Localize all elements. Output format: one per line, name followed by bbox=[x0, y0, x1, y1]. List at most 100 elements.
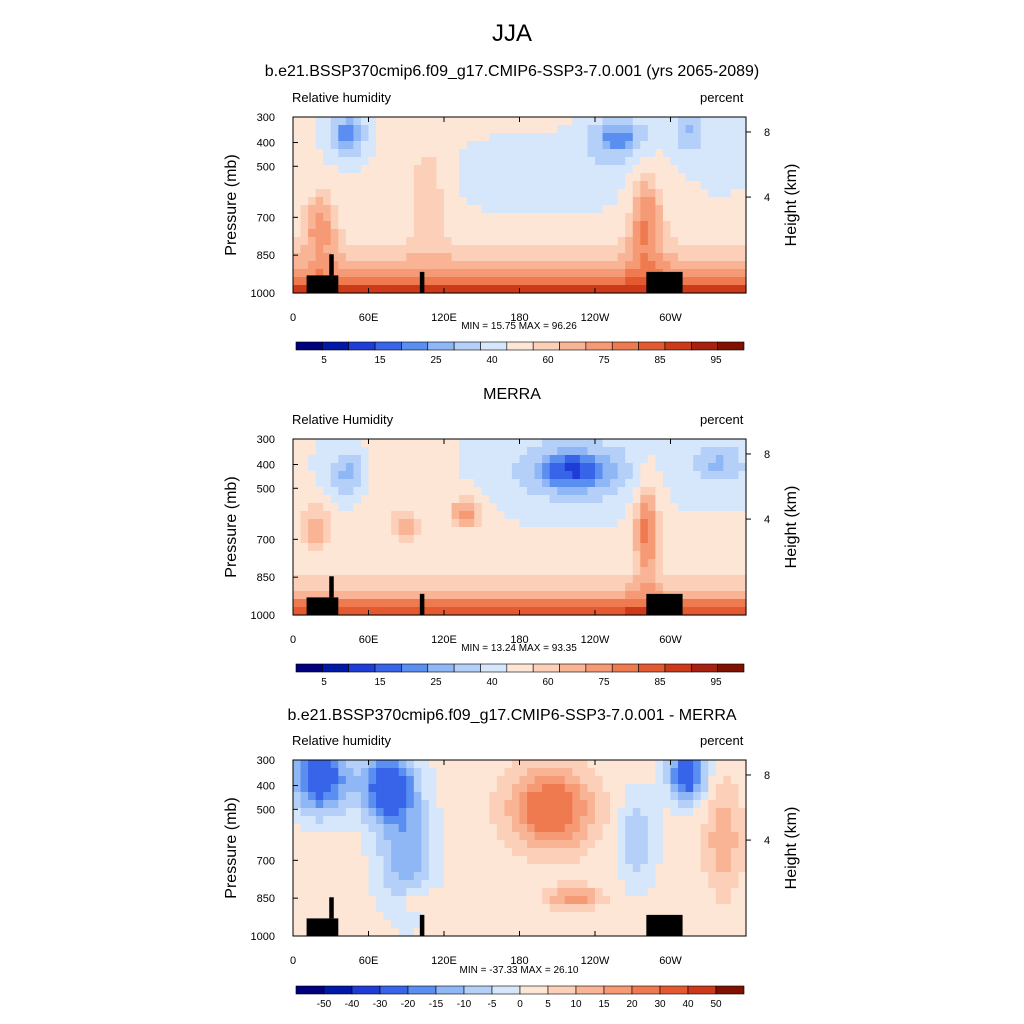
heatmap-cell bbox=[519, 133, 528, 142]
heatmap-cell bbox=[406, 824, 415, 833]
heatmap-cell bbox=[708, 439, 717, 448]
heatmap-cell bbox=[489, 808, 498, 817]
heatmap-cell bbox=[625, 479, 634, 488]
heatmap-cell bbox=[519, 229, 528, 238]
heatmap-cell bbox=[413, 567, 422, 576]
heatmap-cell bbox=[670, 784, 679, 793]
heatmap-cell bbox=[345, 888, 354, 897]
heatmap-cell bbox=[338, 888, 347, 897]
colorbar-swatch bbox=[659, 985, 689, 995]
heatmap-cell bbox=[519, 888, 528, 897]
heatmap-cell bbox=[444, 904, 453, 913]
heatmap-cell bbox=[519, 261, 528, 270]
heatmap-cell bbox=[730, 583, 740, 592]
heatmap-cell bbox=[693, 511, 702, 520]
heatmap-cell bbox=[527, 455, 536, 464]
heatmap-cell bbox=[376, 455, 385, 464]
heatmap-cell bbox=[504, 245, 513, 254]
heatmap-cell bbox=[625, 439, 634, 448]
colorbar-swatch bbox=[638, 341, 666, 351]
heatmap-cell bbox=[315, 141, 324, 150]
heatmap-cell bbox=[496, 599, 505, 608]
heatmap-cell bbox=[376, 920, 385, 929]
heatmap-cell bbox=[300, 872, 309, 881]
heatmap-cell bbox=[300, 463, 309, 472]
heatmap-cell bbox=[534, 165, 543, 174]
heatmap-cell bbox=[572, 575, 581, 584]
heatmap-cell bbox=[610, 904, 619, 913]
heatmap-cell bbox=[391, 277, 400, 286]
heatmap-cell bbox=[496, 768, 505, 777]
heatmap-cell bbox=[572, 880, 581, 889]
heatmap-cell bbox=[738, 928, 747, 937]
heatmap-cell bbox=[406, 447, 415, 456]
heatmap-cell bbox=[391, 784, 400, 793]
heatmap-cell bbox=[738, 487, 747, 496]
heatmap-cell bbox=[564, 269, 573, 278]
heatmap-cell bbox=[451, 872, 460, 881]
heatmap-cell bbox=[360, 277, 370, 286]
heatmap-cell bbox=[587, 904, 596, 913]
heatmap-cell bbox=[444, 760, 453, 769]
heatmap-cell bbox=[572, 816, 581, 825]
heatmap-cell bbox=[527, 920, 536, 929]
heatmap-cell bbox=[700, 800, 709, 809]
heatmap-cell bbox=[398, 503, 407, 512]
heatmap-cell bbox=[610, 824, 619, 833]
heatmap-cell bbox=[534, 800, 543, 809]
heatmap-cell bbox=[715, 591, 724, 600]
heatmap-cell bbox=[693, 173, 702, 182]
heatmap-cell bbox=[730, 904, 740, 913]
panel-3-min-max: MIN = -37.33 MAX = 26.10 bbox=[459, 965, 579, 976]
heatmap-cell bbox=[678, 856, 687, 865]
heatmap-cell bbox=[300, 157, 309, 166]
heatmap-cell bbox=[444, 213, 453, 222]
heatmap-cell bbox=[391, 197, 400, 206]
heatmap-cell bbox=[723, 896, 732, 905]
heatmap-cell bbox=[323, 848, 332, 857]
heatmap-cell bbox=[368, 439, 377, 448]
heatmap-cell bbox=[451, 928, 460, 937]
heatmap-cell bbox=[723, 912, 732, 921]
heatmap-cell bbox=[640, 495, 649, 504]
heatmap-cell bbox=[300, 928, 309, 937]
heatmap-cell bbox=[557, 149, 566, 158]
heatmap-cell bbox=[549, 567, 558, 576]
heatmap-cell bbox=[293, 479, 302, 488]
y-tick-label: 300 bbox=[257, 755, 275, 767]
heatmap-cell bbox=[700, 503, 709, 512]
heatmap-cell bbox=[459, 872, 468, 881]
heatmap-cell bbox=[368, 607, 377, 616]
heatmap-cell bbox=[678, 760, 687, 769]
heatmap-cell bbox=[579, 269, 589, 278]
heatmap-cell bbox=[595, 888, 604, 897]
heatmap-cell bbox=[685, 519, 694, 528]
heatmap-cell bbox=[323, 575, 332, 584]
heatmap-cell bbox=[632, 495, 641, 504]
heatmap-cell bbox=[459, 607, 468, 616]
heatmap-cell bbox=[360, 824, 370, 833]
heatmap-cell bbox=[466, 832, 475, 841]
heatmap-cell bbox=[610, 221, 619, 230]
heatmap-cell bbox=[345, 189, 354, 198]
heatmap-cell bbox=[542, 760, 551, 769]
heatmap-cell bbox=[360, 285, 370, 294]
heatmap-cell bbox=[715, 872, 724, 881]
colorbar-swatch bbox=[717, 663, 745, 673]
heatmap-cell bbox=[481, 141, 490, 150]
heatmap-cell bbox=[481, 583, 490, 592]
heatmap-cell bbox=[708, 221, 717, 230]
heatmap-cell bbox=[723, 221, 732, 230]
heatmap-cell bbox=[338, 567, 347, 576]
heatmap-cell bbox=[715, 912, 724, 921]
heatmap-cell bbox=[655, 205, 664, 214]
heatmap-cell bbox=[504, 463, 513, 472]
heatmap-cell bbox=[527, 792, 536, 801]
heatmap-cell bbox=[527, 269, 536, 278]
x-tick-label: 0 bbox=[290, 312, 296, 324]
heatmap-cell bbox=[579, 455, 589, 464]
heatmap-cell bbox=[421, 165, 430, 174]
heatmap-cell bbox=[323, 816, 332, 825]
heatmap-cell bbox=[625, 607, 634, 616]
heatmap-cell bbox=[557, 567, 566, 576]
